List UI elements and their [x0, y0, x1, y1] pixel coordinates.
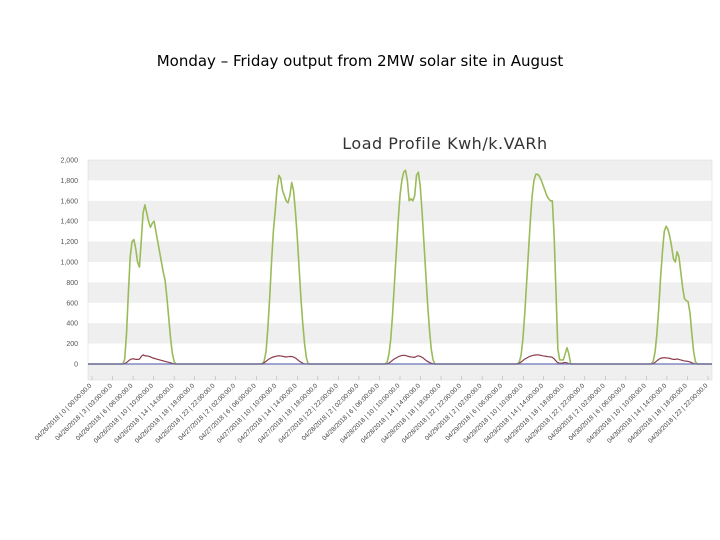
y-tick-label: 0 [74, 362, 78, 369]
y-tick-label: 1,000 [60, 260, 78, 267]
grid-bands [87, 159, 713, 381]
y-axis: 0 200 400 600 800 1,000 1,200 1,400 1,600 1,800 2,… [60, 158, 78, 369]
grid-band [88, 200, 712, 222]
series-lines [88, 169, 712, 365]
y-tick-label: 600 [66, 300, 78, 307]
chart-title: Load Profile Kwh/k.VARh [342, 134, 548, 153]
y-tick-label: 800 [66, 280, 78, 287]
y-tick-label: 1,800 [60, 178, 78, 185]
y-tick-label: 400 [66, 321, 78, 328]
grid-band [88, 241, 712, 262]
y-tick-label: 1,600 [60, 198, 78, 205]
y-tick-label: 1,200 [60, 239, 78, 246]
grid-band [88, 160, 712, 181]
grid-band [88, 282, 712, 303]
x-axis-band [88, 364, 712, 380]
y-tick-label: 2,000 [60, 158, 78, 165]
y-tick-label: 200 [66, 341, 78, 348]
kvarh-series-line [88, 354, 712, 365]
grid-band [88, 323, 712, 344]
y-tick-label: 1,400 [60, 219, 78, 226]
x-axis: 04/26/2018 | 0 | 00:00:00.004/26/2018 | … [34, 376, 710, 445]
slide-title: Monday – Friday output from 2MW solar si… [156, 52, 564, 70]
